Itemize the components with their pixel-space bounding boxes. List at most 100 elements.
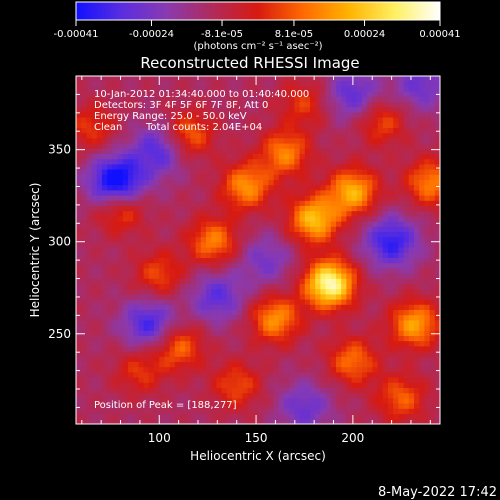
heatmap-cell xyxy=(133,232,139,238)
y-tick-label: 300 xyxy=(48,235,71,249)
heatmap-cell xyxy=(107,304,113,311)
heatmap-cell xyxy=(336,320,342,326)
heatmap-cell xyxy=(304,122,311,129)
heatmap-cell xyxy=(325,195,332,202)
heatmap-cell xyxy=(393,169,399,176)
heatmap-cell xyxy=(294,211,300,217)
heatmap-cell xyxy=(429,289,436,295)
heatmap-cell xyxy=(325,247,332,254)
heatmap-cell xyxy=(164,289,170,295)
heatmap-cell xyxy=(154,102,160,108)
heatmap-cell xyxy=(221,356,228,363)
heatmap-cell xyxy=(372,81,378,87)
heatmap-cell xyxy=(117,148,124,155)
heatmap-cell xyxy=(190,304,196,311)
heatmap-cell xyxy=(148,299,155,306)
heatmap-cell xyxy=(232,237,238,243)
heatmap-cell xyxy=(169,91,176,98)
heatmap-cell xyxy=(143,190,150,196)
heatmap-cell xyxy=(148,164,155,170)
heatmap-cell xyxy=(351,180,358,186)
heatmap-cell xyxy=(356,382,363,389)
heatmap-cell xyxy=(174,185,181,191)
heatmap-cell xyxy=(102,351,108,358)
heatmap-cell xyxy=(330,232,337,238)
heatmap-cell xyxy=(393,310,399,316)
heatmap-cell xyxy=(148,310,155,316)
heatmap-cell xyxy=(372,398,378,404)
heatmap-cell xyxy=(429,341,436,347)
heatmap-cell xyxy=(200,206,207,212)
heatmap-cell xyxy=(211,96,217,103)
heatmap-cell xyxy=(216,284,222,290)
heatmap-cell xyxy=(304,242,311,248)
heatmap-cell xyxy=(424,258,430,264)
heatmap-cell xyxy=(128,216,134,222)
heatmap-cell xyxy=(195,216,202,222)
heatmap-cell xyxy=(96,138,103,144)
heatmap-cell xyxy=(76,341,82,347)
heatmap-cell xyxy=(310,211,316,217)
heatmap-cell xyxy=(138,226,144,233)
heatmap-cell xyxy=(419,200,425,207)
heatmap-cell xyxy=(169,310,176,316)
heatmap-cell xyxy=(247,289,254,295)
heatmap-cell xyxy=(190,237,196,243)
heatmap-cell xyxy=(320,169,326,176)
heatmap-cell xyxy=(310,320,316,326)
heatmap-cell xyxy=(414,154,420,160)
heatmap-cell xyxy=(154,237,160,243)
heatmap-cell xyxy=(216,81,222,87)
heatmap-cell xyxy=(414,304,420,311)
heatmap-cell xyxy=(206,185,212,191)
heatmap-cell xyxy=(211,258,217,264)
heatmap-cell xyxy=(278,273,285,280)
heatmap-cell xyxy=(424,341,430,347)
heatmap-cell xyxy=(263,154,269,160)
heatmap-cell xyxy=(414,96,420,103)
heatmap-cell xyxy=(81,346,87,352)
heatmap-cell xyxy=(81,299,87,306)
heatmap-cell xyxy=(112,252,118,259)
heatmap-cell xyxy=(273,403,280,410)
heatmap-cell xyxy=(372,138,378,144)
heatmap-cell xyxy=(112,200,118,207)
heatmap-cell xyxy=(190,185,196,191)
heatmap-cell xyxy=(174,289,181,295)
heatmap-cell xyxy=(112,278,118,285)
heatmap-cell xyxy=(299,252,306,259)
heatmap-cell xyxy=(372,294,378,300)
heatmap-cell xyxy=(211,143,217,150)
heatmap-cell xyxy=(154,159,160,165)
heatmap-cell xyxy=(263,388,269,394)
heatmap-cell xyxy=(91,289,98,295)
heatmap-cell xyxy=(242,330,248,337)
heatmap-cell xyxy=(278,330,285,337)
heatmap-cell xyxy=(382,226,389,233)
heatmap-cell xyxy=(403,237,410,243)
heatmap-cell xyxy=(237,96,243,103)
heatmap-cell xyxy=(278,414,285,420)
heatmap-cell xyxy=(315,185,321,191)
heatmap-cell xyxy=(284,362,290,368)
heatmap-cell xyxy=(284,122,290,129)
heatmap-cell xyxy=(174,252,181,259)
heatmap-cell xyxy=(154,372,160,378)
heatmap-cell xyxy=(336,216,342,222)
heatmap-cell xyxy=(403,315,410,321)
heatmap-cell xyxy=(362,346,368,352)
heatmap-cell xyxy=(346,258,352,264)
heatmap-cell xyxy=(169,278,176,285)
heatmap-cell xyxy=(414,346,420,352)
heatmap-cell xyxy=(211,86,217,92)
heatmap-cell xyxy=(336,263,342,269)
heatmap-cell xyxy=(76,117,82,124)
heatmap-cell xyxy=(128,325,134,332)
heatmap-cell xyxy=(273,174,280,181)
heatmap-cell xyxy=(367,148,373,155)
heatmap-cell xyxy=(117,398,124,404)
heatmap-cell xyxy=(117,226,124,233)
heatmap-cell xyxy=(96,310,103,316)
heatmap-cell xyxy=(310,419,316,424)
heatmap-cell xyxy=(351,278,358,285)
